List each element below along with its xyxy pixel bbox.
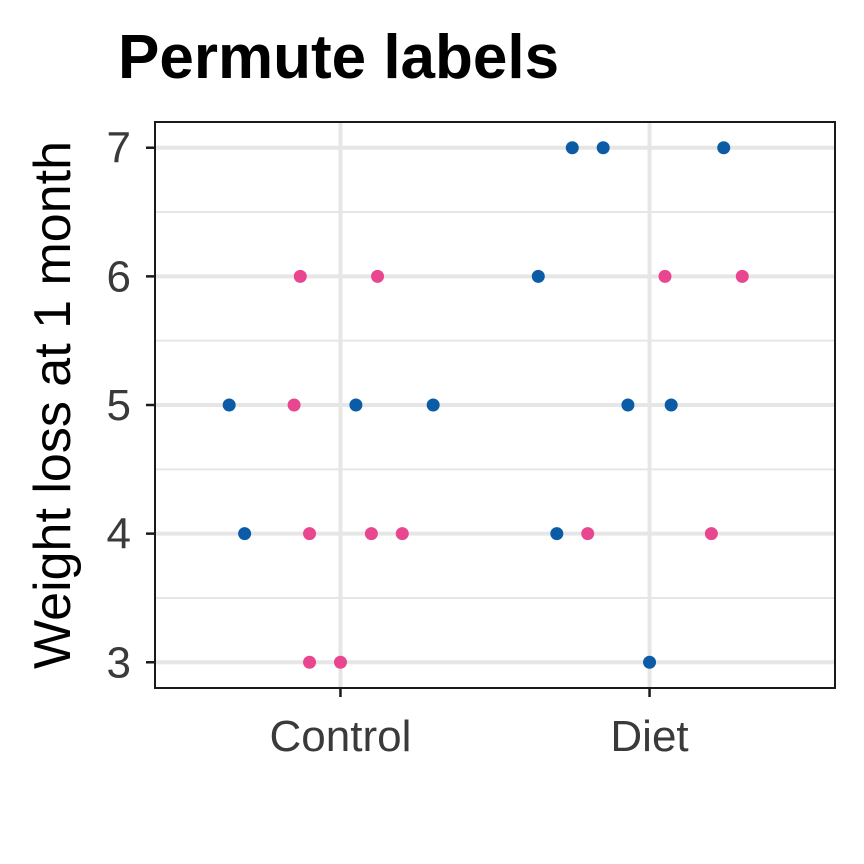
data-points [222, 141, 749, 669]
data-point [222, 398, 236, 412]
data-point [717, 141, 731, 155]
data-point [426, 398, 440, 412]
x-tick-label: Diet [610, 712, 688, 761]
data-point [664, 398, 678, 412]
y-tick-label: 5 [107, 381, 131, 430]
data-point [238, 527, 252, 541]
tick-labels: 3 4 5 6 7 Control Diet [107, 124, 689, 761]
axes [146, 121, 836, 697]
data-point [303, 527, 317, 541]
y-axis-label: Weight loss at 1 month [24, 141, 82, 669]
data-point [333, 655, 347, 669]
y-tick-label: 4 [107, 510, 131, 559]
data-point [658, 269, 672, 283]
x-tick-label: Control [270, 712, 412, 761]
data-point [371, 269, 385, 283]
chart-title: Permute labels [118, 23, 559, 92]
data-point [704, 527, 718, 541]
data-point [596, 141, 610, 155]
data-point [581, 527, 595, 541]
data-point [303, 655, 317, 669]
y-tick-label: 3 [107, 638, 131, 687]
data-point [349, 398, 363, 412]
data-point [395, 527, 409, 541]
data-point [621, 398, 635, 412]
data-point [531, 269, 545, 283]
grid-lines [155, 122, 835, 688]
data-point [565, 141, 579, 155]
data-point [550, 527, 564, 541]
data-point [364, 527, 378, 541]
data-point [287, 398, 301, 412]
data-point [735, 269, 749, 283]
data-point [293, 269, 307, 283]
y-tick-label: 7 [107, 124, 131, 173]
y-tick-label: 6 [107, 252, 131, 301]
data-point [643, 655, 657, 669]
